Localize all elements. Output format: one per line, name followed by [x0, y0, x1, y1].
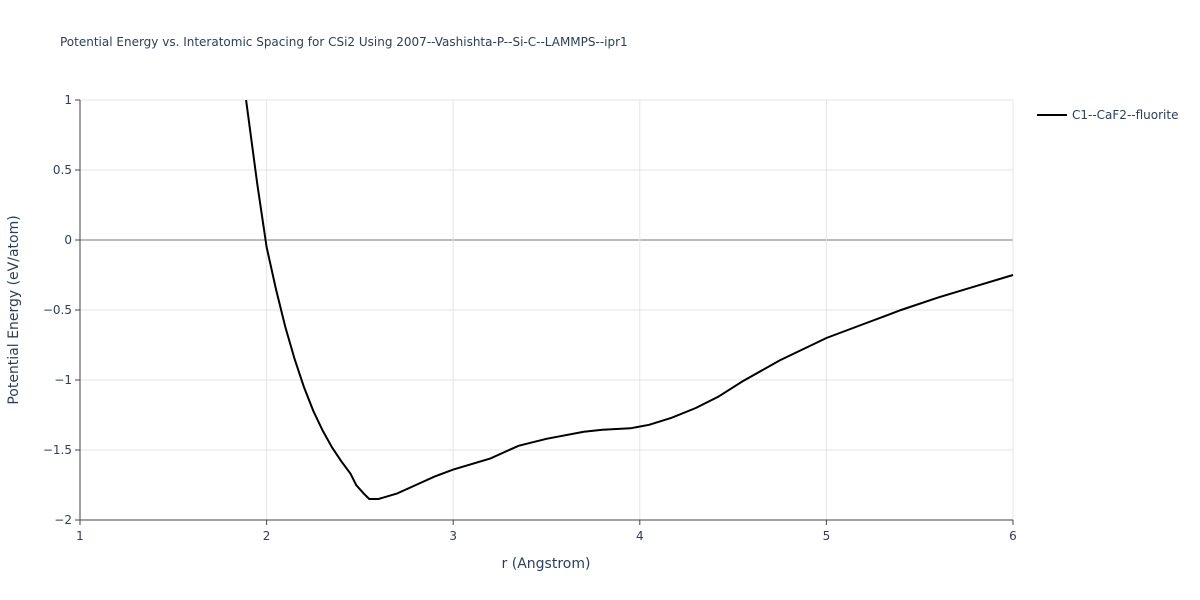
x-tick-label: 3 [449, 529, 457, 543]
line-series [245, 99, 1014, 500]
y-tick-label: −0.5 [43, 303, 72, 317]
x-tick-label: 6 [1009, 529, 1017, 543]
x-tick-label: 1 [76, 529, 84, 543]
legend-label: C1--CaF2--fluorite [1072, 108, 1178, 122]
x-tick-label: 4 [636, 529, 644, 543]
x-axis-title: r (Angstrom) [502, 556, 591, 572]
y-tick-label: 0.5 [53, 163, 72, 177]
y-tick-label: 1 [64, 93, 72, 107]
y-tick-label: 0 [64, 233, 72, 247]
x-tick-label: 5 [823, 529, 831, 543]
x-tick-label: 2 [263, 529, 271, 543]
y-tick-label: −1.5 [43, 443, 72, 457]
y-axis-title: Potential Energy (eV/atom) [6, 215, 22, 404]
y-tick-label: −2 [54, 513, 72, 527]
chart-title: Potential Energy vs. Interatomic Spacing… [60, 35, 628, 49]
y-tick-label: −1 [54, 373, 72, 387]
